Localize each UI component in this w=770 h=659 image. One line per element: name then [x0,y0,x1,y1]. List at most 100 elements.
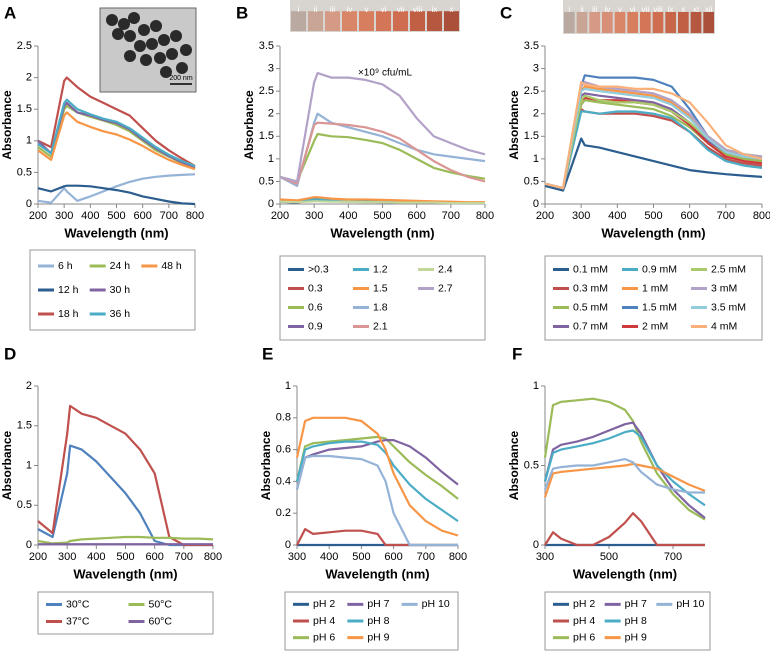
y-tick-label: 1.5 [17,103,32,115]
y-tick-label: 0 [268,198,274,210]
legend-label: pH 7 [625,598,647,610]
vial-label: ix [668,5,674,14]
series-line [544,108,763,190]
series-line [543,458,705,494]
x-tick-label: 400 [87,551,105,563]
legend-label: 6 h [58,260,73,272]
legend-label: 0.6 [308,301,323,313]
y-tick-label: 2 [26,380,32,392]
legend-label: pH 2 [573,598,595,610]
legend-label: pH 4 [573,615,595,627]
series-line [544,137,763,192]
legend-label: 0.1 mM [573,263,608,275]
vial-label: v [618,5,622,14]
panel-label: E [262,344,273,363]
series-line [295,454,458,547]
x-axis-title: Wavelength (nm) [330,225,434,240]
x-tick-label: 600 [407,210,425,222]
vial [576,11,588,33]
y-tick-label: 3.5 [524,40,539,52]
x-axis-title: Wavelength (nm) [73,566,177,581]
vial-label: iv [604,5,610,14]
legend-label: 2.7 [438,282,453,294]
x-tick-label: 500 [644,210,662,222]
y-axis-title: Absorbance [507,90,521,160]
vial-label: i [298,5,300,14]
legend-label: 1.5 [373,282,388,294]
y-tick-label: 0 [285,539,291,551]
x-tick-label: 200 [271,210,289,222]
x-tick-label: 600 [384,551,402,563]
series-line [544,99,763,190]
y-tick-label: 1 [26,459,32,471]
y-tick-label: 0.5 [259,175,274,187]
legend-label: pH 2 [313,598,335,610]
vial [665,11,676,33]
x-tick-label: 300 [58,551,76,563]
legend-label: pH 9 [625,631,647,643]
x-tick-label: 400 [81,210,99,222]
series-line [544,110,763,190]
series-line [296,528,458,547]
x-tick-label: 700 [664,551,682,563]
y-tick-label: 3 [268,62,274,74]
legend-label: 24 h [110,260,131,272]
y-tick-label: 2 [268,108,274,120]
legend-label: 50°C [149,598,173,610]
annotation: ×10⁹ cfu/mL [358,68,412,79]
vial-photo [563,0,715,34]
y-tick-label: 0 [26,539,32,551]
vial [602,11,613,33]
y-tick-label: 1 [26,135,32,147]
y-tick-label: 3 [533,62,539,74]
series-line [544,512,705,547]
vial [427,11,442,31]
legend-label: pH 6 [313,631,335,643]
y-tick-label: 0.5 [524,459,539,471]
series-line [37,98,196,168]
series-line [279,121,486,185]
y-tick-label: 3.5 [259,40,274,52]
legend-label: pH 10 [422,598,450,610]
legend-box [544,591,711,651]
vial-label: xi [693,5,699,14]
x-tick-label: 300 [572,210,590,222]
y-tick-label: 1.5 [524,130,539,142]
x-tick-label: 700 [417,551,435,563]
series-line [544,87,763,190]
series-line [279,196,485,204]
y-axis-title: Absorbance [0,90,14,160]
x-tick-label: 700 [442,210,460,222]
vial-label: ii [580,5,584,14]
legend-label: 1.2 [373,263,388,275]
tem-inset: 200 nm [99,7,197,93]
panel-label: A [4,3,16,22]
y-tick-label: 2 [26,72,32,84]
legend-label: pH 8 [625,615,647,627]
x-tick-label: 200 [29,551,47,563]
legend-label: pH 9 [367,631,389,643]
x-tick-label: 600 [133,210,151,222]
vial-label: vi [381,5,387,14]
legend-box [544,255,763,341]
y-tick-label: 0.5 [17,166,32,178]
legend-label: 2.4 [438,263,453,275]
vial-label: iii [330,5,336,14]
legend-label: 2 mM [642,320,668,332]
y-tick-label: 1 [285,380,291,392]
y-tick-label: 0.5 [524,175,539,187]
panel-label: D [4,344,16,363]
y-tick-label: 0 [533,198,539,210]
legend-label: 30°C [66,598,90,610]
vial [342,11,357,31]
x-tick-label: 500 [107,210,125,222]
vial [410,11,425,31]
legend-label: 4 mM [711,320,737,332]
vial [589,11,600,33]
y-tick-label: 1.5 [17,420,32,432]
scale-label: 200 nm [169,75,193,82]
series-line [37,535,214,545]
vial [564,11,575,33]
series-line [37,111,196,171]
